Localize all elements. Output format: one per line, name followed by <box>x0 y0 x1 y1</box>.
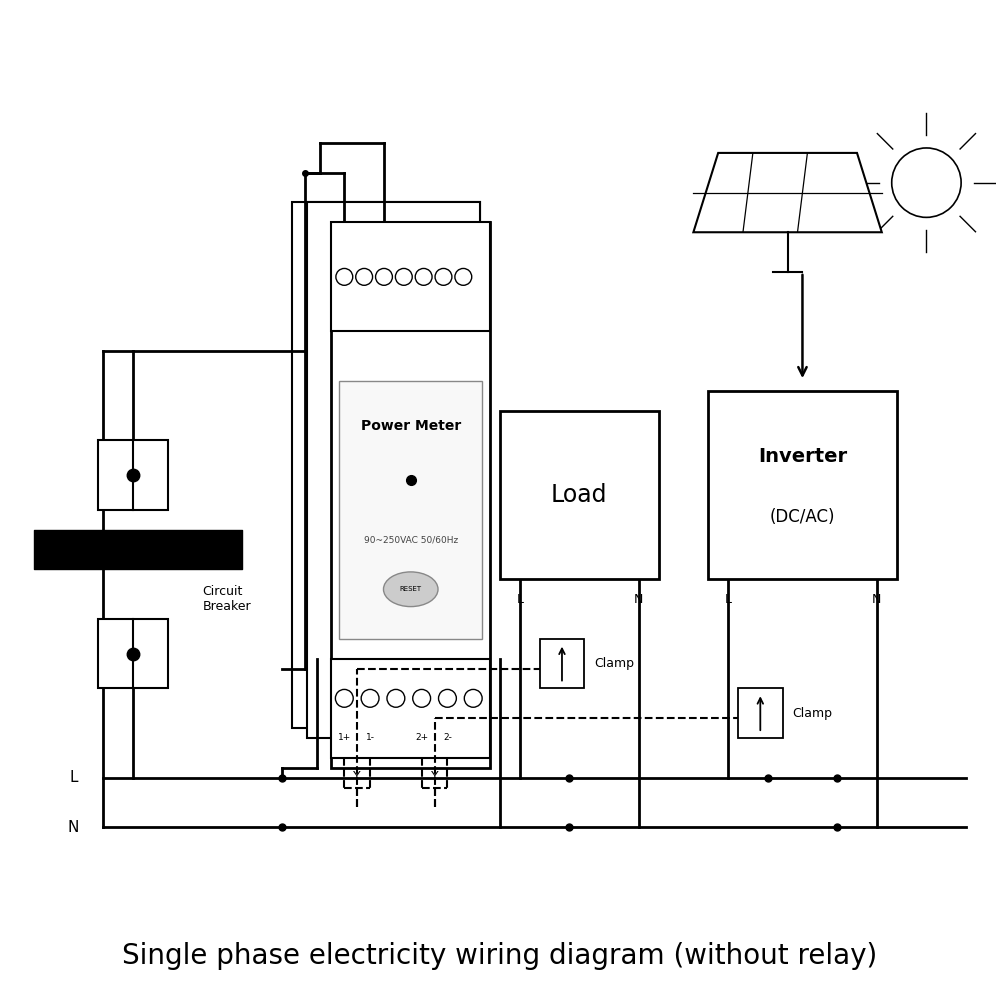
Text: 1+: 1+ <box>338 734 351 742</box>
Text: L: L <box>341 229 347 239</box>
Circle shape <box>892 148 961 217</box>
Text: Circuit
Breaker: Circuit Breaker <box>203 585 251 613</box>
Circle shape <box>335 689 353 707</box>
Text: L: L <box>725 593 732 606</box>
Circle shape <box>435 268 452 285</box>
Text: Load: Load <box>551 483 608 507</box>
Text: N: N <box>872 593 882 606</box>
Text: Y: Y <box>353 770 361 783</box>
Text: Power Meter: Power Meter <box>361 419 461 433</box>
Text: Y: Y <box>431 770 438 783</box>
Bar <box>98 619 168 688</box>
Text: N: N <box>68 820 79 835</box>
Circle shape <box>455 268 472 285</box>
Text: N: N <box>634 593 644 606</box>
Text: 1-: 1- <box>366 734 375 742</box>
Bar <box>540 639 584 688</box>
Circle shape <box>415 268 432 285</box>
Bar <box>331 222 490 331</box>
Text: Clamp: Clamp <box>793 707 833 720</box>
Bar <box>339 381 482 639</box>
Circle shape <box>336 268 353 285</box>
Circle shape <box>387 689 405 707</box>
Bar <box>738 688 783 738</box>
Bar <box>98 440 168 510</box>
Circle shape <box>439 689 456 707</box>
Text: Single phase electricity wiring diagram (without relay): Single phase electricity wiring diagram … <box>122 942 878 970</box>
Circle shape <box>413 689 431 707</box>
Text: N: N <box>380 229 388 239</box>
Text: Inverter: Inverter <box>758 447 847 466</box>
Text: 90~250VAC 50/60Hz: 90~250VAC 50/60Hz <box>364 535 458 544</box>
Bar <box>292 202 480 728</box>
Ellipse shape <box>383 572 438 607</box>
Bar <box>307 202 480 738</box>
Bar <box>708 391 897 579</box>
Circle shape <box>376 268 392 285</box>
Text: RESET: RESET <box>400 586 422 592</box>
Text: 2-: 2- <box>443 734 452 742</box>
Circle shape <box>464 689 482 707</box>
Text: L: L <box>69 770 78 785</box>
Text: 2+: 2+ <box>415 734 428 742</box>
Bar <box>500 411 659 579</box>
Bar <box>331 222 490 768</box>
Polygon shape <box>693 153 882 232</box>
Circle shape <box>395 268 412 285</box>
Circle shape <box>361 689 379 707</box>
Bar <box>331 659 490 758</box>
Text: (DC/AC): (DC/AC) <box>770 508 835 526</box>
Text: Clamp: Clamp <box>594 657 634 670</box>
Circle shape <box>356 268 373 285</box>
Text: L: L <box>516 593 523 606</box>
